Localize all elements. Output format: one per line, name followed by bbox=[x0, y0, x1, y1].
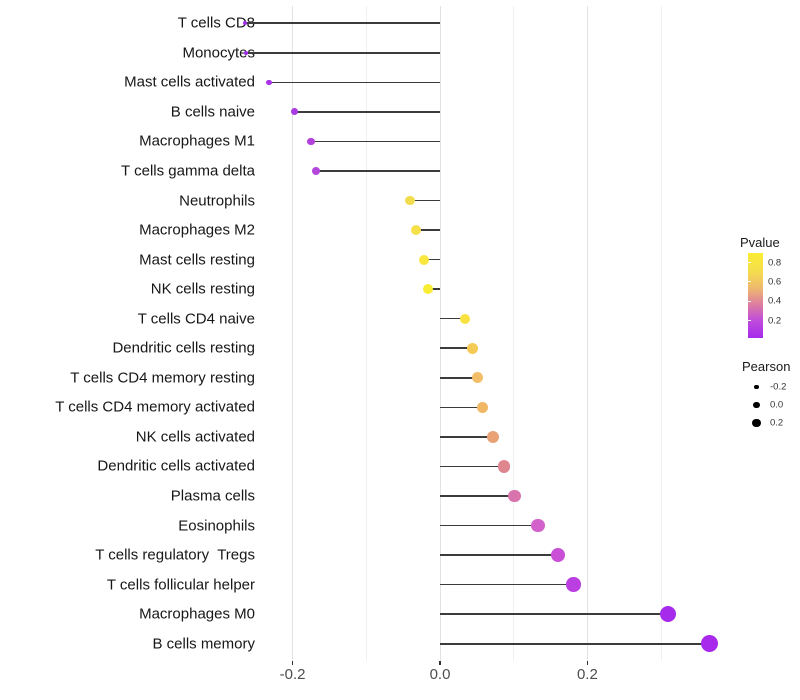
lollipop-stem bbox=[440, 465, 505, 468]
lollipop-dot bbox=[410, 225, 421, 236]
y-axis-label: B cells naive bbox=[170, 103, 255, 121]
lollipop-stem bbox=[440, 317, 466, 320]
y-axis-label: NK cells activated bbox=[135, 428, 255, 446]
major-gridline bbox=[292, 6, 294, 661]
x-tick-label: 0.2 bbox=[576, 666, 598, 683]
y-axis-label: Neutrophils bbox=[179, 192, 255, 209]
y-axis-label: Plasma cells bbox=[170, 487, 255, 505]
y-axis-label: Eosinophils bbox=[178, 517, 255, 535]
lollipop-stem bbox=[440, 377, 478, 379]
colorbar-tick-mark bbox=[748, 281, 751, 283]
y-axis-label: T cells regulatory Tregs bbox=[95, 546, 255, 564]
lollipop-dot bbox=[307, 137, 315, 146]
lollipop-dot bbox=[477, 401, 489, 413]
lollipop-dot bbox=[312, 166, 321, 175]
lollipop-stem bbox=[440, 406, 483, 409]
lollipop-dot bbox=[242, 21, 247, 26]
lollipop-stem bbox=[440, 583, 574, 586]
y-axis-label: Macrophages M0 bbox=[139, 605, 255, 623]
y-axis-label: T cells CD4 memory activated bbox=[55, 398, 255, 416]
colorbar-tick-label: 0.2 bbox=[768, 314, 782, 326]
lollipop-stem bbox=[440, 495, 515, 497]
minor-gridline bbox=[660, 6, 662, 661]
pearson-legend-title: Pearson bbox=[742, 359, 791, 374]
y-axis-label: Dendritic cells resting bbox=[112, 339, 255, 357]
colorbar-tick-label: 0.8 bbox=[768, 256, 782, 268]
lollipop-dot bbox=[266, 79, 272, 86]
y-axis-label: Mast cells activated bbox=[124, 73, 255, 91]
lollipop-stem bbox=[440, 554, 558, 556]
lollipop-dot bbox=[550, 548, 565, 563]
lollipop-dot bbox=[423, 283, 434, 295]
lollipop-stem bbox=[440, 642, 709, 645]
y-axis-label: B cells memory bbox=[152, 635, 255, 653]
pearson-legend-dot bbox=[754, 384, 759, 390]
pearson-legend-label: -0.2 bbox=[770, 381, 787, 393]
lollipop-dot bbox=[508, 489, 521, 503]
lollipop-dot bbox=[466, 342, 478, 354]
lollipop-stem bbox=[244, 22, 440, 24]
colorbar-tick-mark bbox=[748, 320, 751, 322]
major-gridline bbox=[439, 6, 441, 661]
lollipop-stem bbox=[294, 111, 440, 113]
colorbar-tick-mark bbox=[748, 262, 751, 264]
x-axis-tick bbox=[586, 661, 589, 665]
lollipop-dot bbox=[460, 313, 471, 324]
y-axis-label: NK cells resting bbox=[150, 280, 255, 298]
y-axis-label: Macrophages M1 bbox=[139, 132, 255, 150]
lollipop-dot bbox=[700, 635, 718, 653]
lollipop-stem bbox=[428, 288, 440, 290]
lollipop-stem bbox=[440, 613, 668, 615]
y-axis-label: T cells CD8 bbox=[177, 14, 255, 32]
y-axis-label: Monocytes bbox=[182, 44, 255, 62]
lollipop-dot bbox=[531, 518, 545, 533]
colorbar-tick-label: 0.6 bbox=[768, 276, 782, 288]
pearson-legend-label: 0.0 bbox=[770, 399, 784, 411]
y-axis-label: Mast cells resting bbox=[139, 251, 255, 269]
lollipop-dot bbox=[566, 577, 581, 592]
x-axis-tick bbox=[291, 661, 294, 665]
minor-gridline bbox=[513, 6, 515, 661]
pearson-legend-label: 0.2 bbox=[770, 417, 784, 429]
x-tick-label: -0.2 bbox=[279, 666, 306, 683]
pvalue-colorbar bbox=[748, 253, 763, 338]
minor-gridline bbox=[365, 6, 367, 661]
lollipop-stem bbox=[423, 258, 440, 261]
lollipop-dot bbox=[487, 430, 500, 443]
y-axis-label: T cells follicular helper bbox=[106, 576, 255, 594]
lollipop-dot bbox=[244, 50, 249, 55]
y-axis-label: T cells CD4 memory resting bbox=[70, 369, 255, 387]
lollipop-stem bbox=[311, 140, 440, 143]
major-gridline bbox=[586, 6, 588, 661]
pearson-legend-dot bbox=[753, 401, 760, 409]
lollipop-stem bbox=[409, 199, 440, 202]
lollipop-stem bbox=[316, 170, 440, 172]
lollipop-stem bbox=[269, 81, 440, 84]
lollipop-stem bbox=[440, 347, 473, 350]
x-axis-tick bbox=[439, 661, 441, 665]
colorbar-tick-label: 0.4 bbox=[768, 295, 782, 307]
lollipop-stem bbox=[440, 524, 539, 527]
lollipop-stem bbox=[440, 436, 494, 438]
lollipop-dot bbox=[497, 460, 511, 473]
lollipop-dot bbox=[290, 108, 298, 116]
lollipop-dot bbox=[418, 254, 429, 265]
pearson-legend-dot bbox=[752, 418, 761, 428]
lollipop-dot bbox=[404, 195, 415, 206]
y-axis-label: T cells gamma delta bbox=[121, 162, 255, 180]
lollipop-dot bbox=[659, 606, 676, 623]
lollipop-stem bbox=[415, 229, 440, 231]
y-axis-label: T cells CD4 naive bbox=[137, 310, 255, 328]
y-axis-label: Macrophages M2 bbox=[139, 221, 255, 239]
x-tick-label: 0.0 bbox=[429, 666, 451, 683]
lollipop-stem bbox=[246, 51, 440, 54]
pvalue-legend-title: Pvalue bbox=[740, 235, 780, 250]
lollipop-dot bbox=[472, 372, 484, 384]
colorbar-tick-mark bbox=[748, 300, 751, 302]
y-axis-label: Dendritic cells activated bbox=[97, 457, 255, 475]
